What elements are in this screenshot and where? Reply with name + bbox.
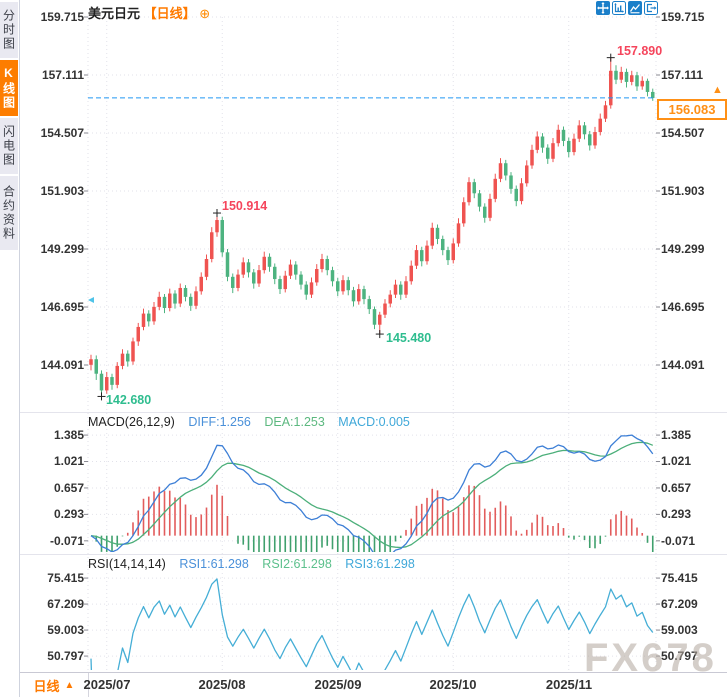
- macd-title: MACD(26,12,9): [88, 415, 175, 429]
- main-y-label: 157.111: [661, 68, 704, 82]
- main-y-label: 159.715: [40, 10, 84, 24]
- macd-y-label: 1.021: [53, 454, 84, 468]
- main-y-label: 146.695: [40, 300, 84, 314]
- main-y-label: 144.091: [661, 358, 705, 372]
- exit-chart-icon[interactable]: [644, 1, 658, 15]
- add-indicator-icon[interactable]: ⊕: [199, 6, 211, 21]
- sidebar-tab-lightning-chart[interactable]: 闪电图: [0, 118, 18, 174]
- annotation-high-jul: 150.914: [222, 199, 268, 213]
- rsi-y-label: 59.003: [661, 623, 698, 637]
- main-y-label: 149.299: [661, 242, 705, 256]
- x-axis-label: 2025/09: [314, 677, 362, 692]
- rsi-title: RSI(14,14,14): [88, 557, 166, 571]
- extreme-marker: [213, 209, 221, 218]
- macd-lines: [90, 434, 654, 552]
- rsi-y-label: 67.209: [661, 597, 698, 611]
- macd-y-label: 0.293: [53, 507, 84, 521]
- panel-divider: [19, 554, 727, 555]
- main-y-label: 151.903: [661, 184, 705, 198]
- macd-y-label: 0.293: [661, 507, 692, 521]
- sidebar-tab-time-chart[interactable]: 分时图: [0, 2, 18, 58]
- main-y-label: 144.091: [40, 358, 84, 372]
- main-y-label: 154.507: [661, 126, 705, 140]
- macd-header: MACD(26,12,9) DIFF:1.256 DEA:1.253 MACD:…: [88, 415, 420, 429]
- gridlines: [87, 16, 657, 670]
- x-axis-label: 2025/07: [83, 677, 131, 692]
- symbol-name: 美元日元: [88, 6, 141, 21]
- macd-dea-value: DEA:1.253: [264, 415, 325, 429]
- period-tag: 【日线】: [143, 6, 196, 21]
- sidebar: 分时图 K线图 闪电图 合约资料: [0, 0, 20, 697]
- macd-y-label: 1.385: [53, 428, 84, 442]
- macd-y-label: 1.021: [661, 454, 692, 468]
- indicator-panel-icon[interactable]: [628, 1, 642, 15]
- crosshair-icon[interactable]: [596, 1, 610, 15]
- macd-y-label: 1.385: [661, 428, 692, 442]
- axis-ticks: [84, 16, 660, 657]
- rsi2-value: RSI2:61.298: [262, 557, 332, 571]
- main-y-label: 151.903: [40, 184, 84, 198]
- annotation-high-nov: 157.890: [617, 44, 663, 58]
- macd-y-label: 0.657: [661, 481, 692, 495]
- main-y-label: 157.111: [41, 68, 84, 82]
- x-axis-label: 2025/10: [429, 677, 477, 692]
- current-price-box: 156.083: [657, 99, 727, 120]
- rsi-y-label: 50.797: [47, 649, 84, 663]
- rsi-y-label: 67.209: [47, 597, 84, 611]
- rsi-y-label: 75.415: [47, 571, 84, 585]
- main-y-label: 146.695: [661, 300, 705, 314]
- extreme-marker: [606, 53, 615, 62]
- rsi-line: [90, 578, 654, 670]
- rsi-y-label: 59.003: [47, 623, 84, 637]
- rsi1-value: RSI1:61.298: [179, 557, 249, 571]
- main-y-label: 149.299: [40, 242, 84, 256]
- annotation-low-jun: 142.680: [106, 393, 152, 407]
- extreme-marker: [375, 330, 384, 339]
- period-button[interactable]: 日线 ▲: [20, 673, 89, 697]
- rsi-header: RSI(14,14,14) RSI1:61.298 RSI2:61.298 RS…: [88, 557, 425, 571]
- candlestick-series[interactable]: [89, 57, 655, 397]
- left-edge-marker-icon: [88, 297, 94, 303]
- axis-scale-icon[interactable]: [612, 1, 626, 15]
- sidebar-tab-kline-chart[interactable]: K线图: [0, 60, 18, 116]
- macd-diff-value: DIFF:1.256: [188, 415, 251, 429]
- macd-y-label: -0.071: [49, 534, 84, 548]
- main-y-label: 154.507: [40, 126, 84, 140]
- period-dropdown-arrow-icon: ▲: [64, 679, 75, 691]
- period-label: 日线: [33, 678, 60, 694]
- rsi3-value: RSI3:61.298: [345, 557, 415, 571]
- chart-toolbar: [596, 1, 658, 15]
- extreme-marker: [97, 392, 106, 401]
- macd-histogram: [95, 484, 654, 552]
- x-axis-label: 2025/11: [545, 677, 593, 692]
- x-axis-label: 2025/08: [198, 677, 246, 692]
- chart-title: 美元日元 【日线】 ⊕: [88, 3, 210, 22]
- macd-y-label: -0.071: [661, 534, 696, 548]
- panel-divider: [19, 412, 727, 413]
- time-axis-bar: [19, 672, 727, 697]
- price-up-arrow-icon: ▲: [712, 84, 723, 96]
- main-y-label: 159.715: [661, 10, 705, 24]
- annotation-low-sep: 145.480: [386, 331, 432, 345]
- rsi-y-label: 75.415: [661, 571, 698, 585]
- macd-y-label: 0.657: [53, 481, 84, 495]
- sidebar-tab-contract-info[interactable]: 合约资料: [0, 176, 18, 250]
- rsi-y-label: 50.797: [661, 649, 698, 663]
- macd-macd-value: MACD:0.005: [338, 415, 410, 429]
